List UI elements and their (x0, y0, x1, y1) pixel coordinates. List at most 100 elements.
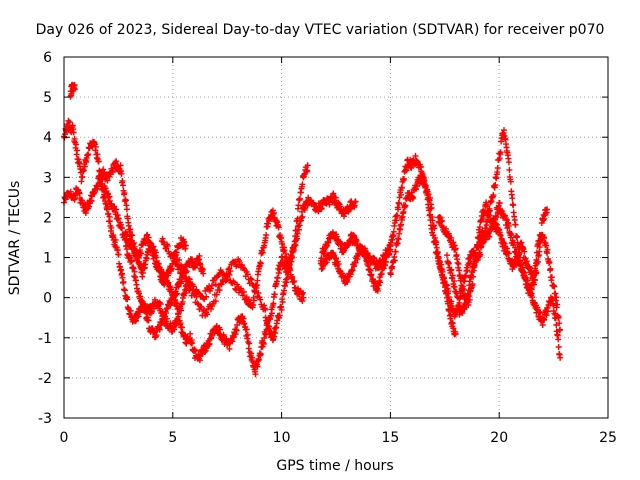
data-point (159, 235, 166, 242)
data-point (254, 363, 261, 370)
data-point (387, 271, 394, 278)
data-point (109, 168, 116, 175)
data-point (157, 301, 164, 307)
x-tick-label: 20 (490, 430, 508, 446)
data-point (255, 290, 262, 296)
series-trace-6 (158, 190, 359, 344)
data-point (119, 225, 125, 232)
series-trace-2 (67, 81, 78, 100)
data-point (189, 339, 196, 346)
data-point (123, 231, 130, 238)
data-point (244, 331, 251, 338)
data-point (208, 306, 214, 313)
data-point (105, 210, 112, 217)
data-point (70, 129, 77, 136)
data-point (135, 313, 142, 320)
data-point (129, 232, 136, 239)
x-tick-label: 25 (599, 430, 617, 446)
data-point (155, 260, 162, 267)
data-point (213, 291, 220, 298)
data-point (146, 304, 153, 311)
data-point (433, 244, 440, 251)
data-point (233, 327, 240, 334)
data-point (271, 291, 278, 298)
data-point (112, 159, 119, 166)
data-point (247, 275, 254, 282)
data-point (66, 119, 73, 126)
data-point (182, 242, 189, 249)
data-point (254, 277, 261, 284)
data-point (226, 265, 233, 272)
data-point (514, 233, 521, 240)
data-point (99, 176, 106, 183)
data-point (248, 350, 255, 357)
data-point (509, 195, 516, 202)
data-point (494, 165, 501, 171)
data-point (174, 306, 181, 312)
data-point (400, 208, 407, 215)
data-point (115, 215, 122, 222)
data-point (212, 298, 219, 305)
data-point (153, 332, 160, 339)
data-point (164, 243, 171, 249)
data-point (108, 224, 115, 231)
y-tick-label: 5 (43, 90, 52, 106)
data-point (117, 162, 124, 169)
data-point (204, 311, 211, 318)
data-point (505, 159, 512, 166)
data-point (304, 167, 311, 174)
data-point (304, 162, 311, 169)
data-point (198, 304, 205, 310)
y-tick-label: 0 (43, 291, 52, 307)
data-point (297, 195, 303, 202)
data-point (123, 206, 130, 213)
data-point (80, 167, 87, 174)
data-point (244, 271, 251, 278)
data-point (120, 279, 127, 285)
data-point (218, 281, 225, 288)
data-point (216, 287, 223, 294)
data-point (263, 232, 270, 238)
data-point (196, 252, 203, 259)
data-point (270, 300, 277, 307)
data-point (240, 315, 247, 322)
data-point (115, 251, 122, 258)
data-point (86, 203, 93, 210)
data-point (120, 182, 126, 189)
data-point (118, 170, 125, 177)
data-point (124, 296, 131, 303)
data-point (113, 206, 120, 213)
data-point (123, 246, 130, 253)
data-point (148, 240, 154, 247)
data-point (243, 326, 250, 333)
data-point (131, 268, 138, 275)
data-point (119, 274, 126, 281)
data-point (187, 330, 194, 337)
data-point (261, 335, 268, 341)
data-point (173, 249, 180, 256)
data-point (217, 326, 224, 333)
data-point (548, 274, 555, 281)
data-point (112, 236, 119, 243)
data-point (67, 188, 74, 195)
data-point (299, 181, 306, 188)
data-point (236, 258, 242, 264)
data-point (130, 265, 137, 272)
y-tick-label: 1 (43, 251, 52, 267)
data-point (121, 287, 128, 294)
y-tick-label: 6 (43, 50, 52, 66)
data-point (191, 346, 198, 353)
data-point (95, 158, 102, 165)
data-point (229, 338, 236, 345)
data-point (127, 307, 134, 314)
y-tick-label: -3 (38, 411, 52, 427)
y-axis-label: SDTVAR / TECUs (7, 181, 23, 296)
data-point (252, 371, 259, 378)
x-tick-label: 10 (273, 430, 291, 446)
data-point (127, 226, 134, 233)
data-point (118, 266, 125, 273)
data-point (200, 270, 207, 277)
x-axis-label: GPS time / hours (276, 458, 393, 474)
data-point (133, 317, 139, 324)
